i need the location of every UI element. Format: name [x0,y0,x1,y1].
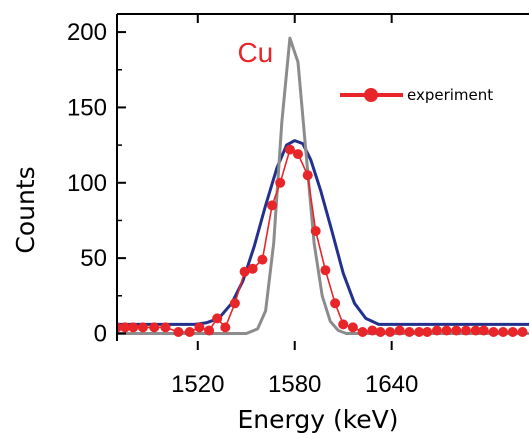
data-point-experiment-26 [357,327,368,337]
y-axis-title: Counts [11,166,40,253]
legend-marker-experiment [364,88,378,102]
data-point-experiment-9 [204,325,215,336]
data-point-experiment-28 [375,327,386,337]
data-point-experiment-37 [461,325,471,336]
data-point-experiment-16 [267,200,278,211]
data-point-experiment-15 [257,254,268,265]
data-point-experiment-2 [128,322,139,333]
data-point-experiment-0 [117,322,122,333]
x-axis-title: Energy (keV) [237,405,398,433]
data-point-experiment-39 [478,325,489,336]
data-point-experiment-18 [284,144,295,155]
data-point-experiment-25 [347,322,358,333]
data-point-experiment-3 [137,322,148,333]
data-point-experiment-40 [488,327,499,337]
y-tick-label-2: 100 [67,170,107,197]
series-line-experiment [117,148,523,333]
data-point-experiment-41 [498,327,509,337]
data-point-experiment-34 [431,325,442,336]
y-tick-label-1: 50 [80,245,107,272]
x-tick-label-2: 1640 [365,371,418,398]
data-point-experiment-19 [293,149,303,160]
series-layer [117,36,529,337]
data-point-experiment-36 [451,325,462,336]
data-point-experiment-12 [229,298,240,309]
data-point-experiment-27 [367,325,378,336]
data-point-experiment-13 [239,266,250,277]
data-point-experiment-11 [220,322,231,333]
legend-label-experiment: experiment [407,86,493,104]
data-point-experiment-22 [320,265,331,276]
data-point-experiment-20 [302,170,313,181]
data-point-experiment-35 [441,325,452,336]
x-tick-label-0: 1520 [171,371,224,398]
axes-layer [116,13,529,341]
x-tick-label-1: 1580 [268,371,321,398]
data-point-experiment-29 [385,327,396,337]
data-point-experiment-21 [310,226,321,236]
y-tick-label-0: 0 [94,320,107,347]
data-point-experiment-38 [470,325,481,336]
data-point-experiment-17 [275,177,286,188]
data-point-experiment-31 [404,327,415,337]
data-point-experiment-14 [247,263,258,274]
data-point-experiment-33 [422,327,433,337]
element-annotation: Cu [237,37,273,68]
y-tick-label-4: 200 [67,19,107,46]
data-point-experiment-6 [173,327,184,337]
data-point-experiment-23 [330,298,341,309]
data-point-experiment-7 [184,327,195,337]
legend: experiment [340,86,493,104]
ticks-layer: 0 50 100 150 200 1520 1580 1640 [67,14,418,398]
series-line-sim_narrow [117,36,529,335]
data-point-experiment-30 [394,325,405,336]
data-point-experiment-10 [212,313,223,324]
data-point-experiment-5 [160,322,171,333]
data-point-experiment-1 [120,322,131,333]
y-tick-label-3: 150 [67,94,107,121]
data-point-experiment-24 [338,319,349,330]
data-point-experiment-32 [414,327,425,337]
data-point-experiment-42 [507,327,518,337]
data-point-experiment-4 [149,322,160,333]
data-point-experiment-8 [194,322,205,333]
data-point-experiment-43 [517,327,528,337]
